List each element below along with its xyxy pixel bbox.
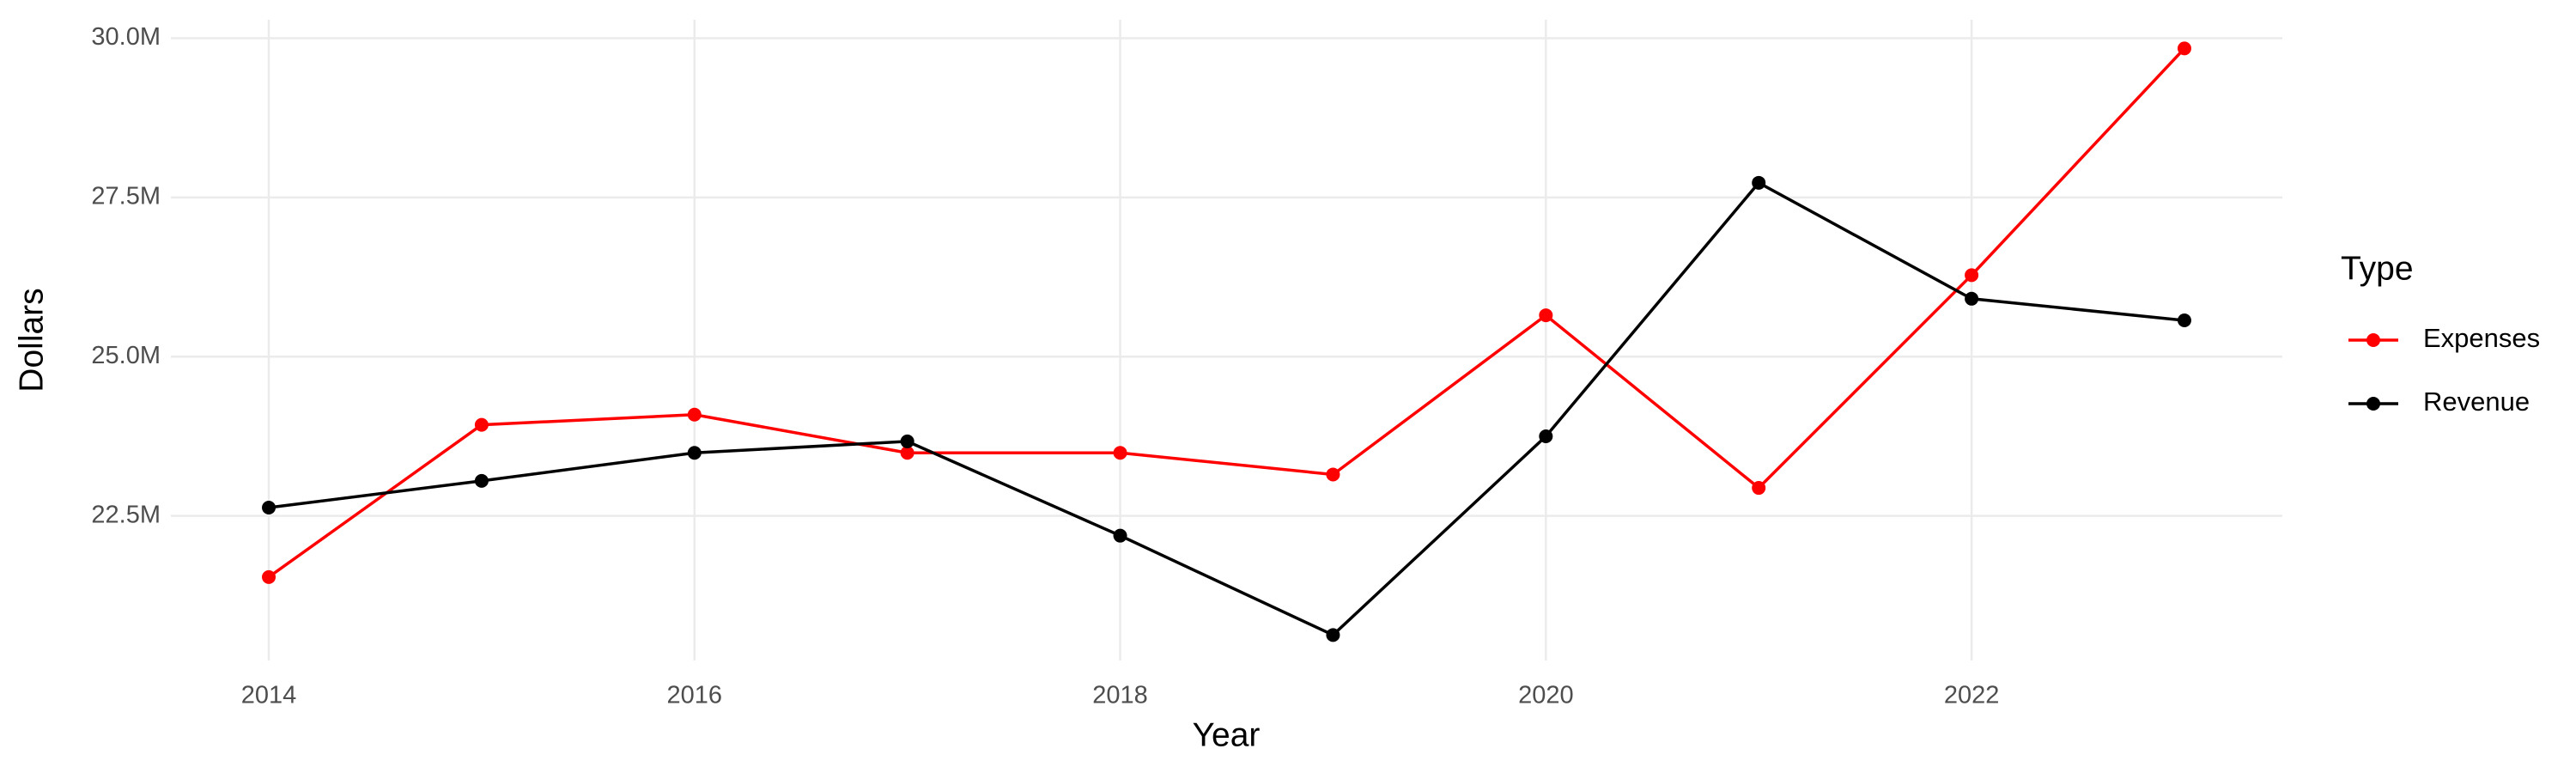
x-tick-label: 2014	[241, 682, 297, 709]
data-point	[474, 417, 489, 432]
legend-label: Expenses	[2423, 323, 2540, 353]
data-point	[1965, 291, 1979, 306]
data-point	[900, 446, 914, 460]
y-tick-label: 25.0M	[91, 342, 161, 369]
data-point	[1326, 467, 1340, 482]
legend-title: Type	[2341, 250, 2414, 287]
legend-key-point	[2366, 397, 2380, 411]
y-tick-label: 27.5M	[91, 183, 161, 210]
series-line	[268, 180, 2185, 637]
legend-key-point	[2366, 333, 2380, 347]
data-point	[687, 407, 702, 422]
data-point	[900, 434, 914, 448]
y-axis-title: Dollars	[13, 288, 50, 392]
series-line	[268, 47, 2186, 579]
data-point	[1326, 628, 1340, 642]
x-tick-label: 2020	[1518, 682, 1574, 709]
data-point	[1752, 481, 1766, 496]
data-point	[1539, 429, 1553, 443]
data-point	[687, 446, 702, 460]
x-tick-label: 2016	[667, 682, 723, 709]
legend-label: Revenue	[2423, 386, 2530, 417]
data-point	[2177, 313, 2191, 328]
data-point	[474, 473, 489, 488]
x-tick-label: 2022	[1944, 682, 2000, 709]
data-point	[1965, 268, 1979, 283]
data-point	[262, 569, 276, 584]
data-point	[2177, 41, 2191, 56]
x-tick-label: 2018	[1092, 682, 1148, 709]
data-point	[1113, 528, 1127, 543]
y-tick-label: 30.0M	[91, 23, 161, 51]
data-point	[262, 501, 276, 515]
data-point	[1539, 308, 1553, 323]
x-axis-title: Year	[1193, 716, 1261, 753]
data-point	[1752, 175, 1766, 190]
data-point	[1113, 446, 1127, 460]
y-tick-label: 22.5M	[91, 501, 161, 528]
